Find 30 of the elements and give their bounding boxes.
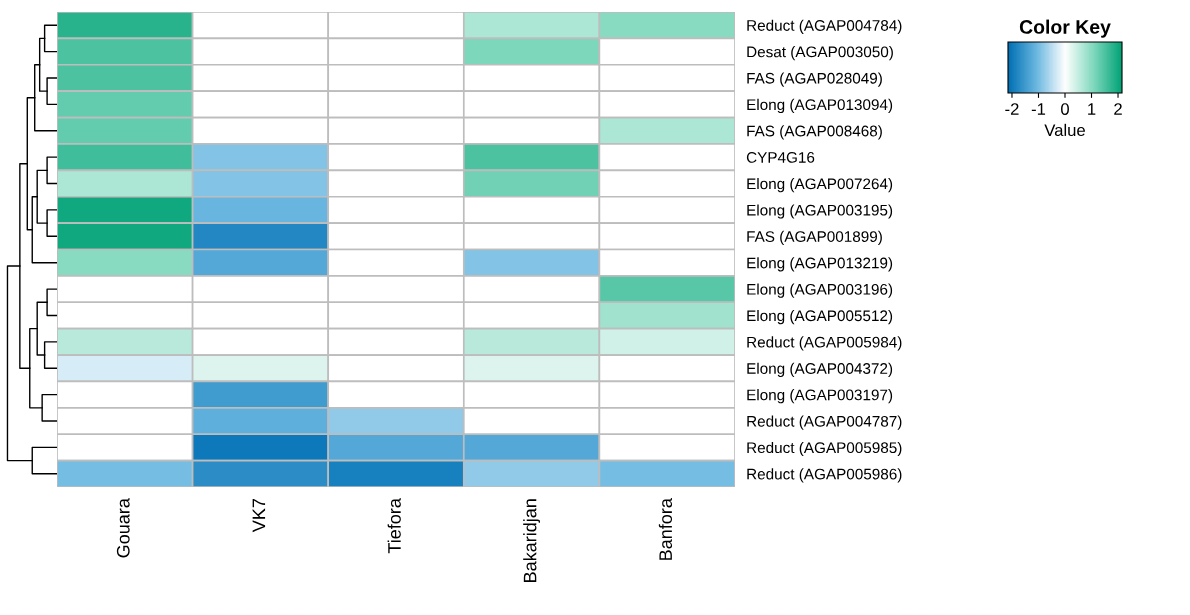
x-tick-label: VK7 <box>252 499 266 533</box>
y-tick-label: FAS (AGAP028049) <box>747 72 882 87</box>
y-tick-label: Elong (AGAP004372) <box>747 362 893 377</box>
y-tick-label: Elong (AGAP007264) <box>747 177 893 193</box>
y-tick-label: Reduct (AGAP004784) <box>747 19 902 34</box>
y-tick-label: Desat (AGAP003050) <box>747 46 893 61</box>
y-tick-label: FAS (AGAP008468) <box>747 125 882 140</box>
color-bar-label: 0 <box>1061 103 1069 115</box>
color-bar-label: 2 <box>1114 103 1122 115</box>
y-tick-label: CYP4G16 <box>746 152 815 163</box>
y-tick-label: Reduct (AGAP004787) <box>747 415 902 430</box>
y-tick-label: Elong (AGAP013219) <box>747 257 893 272</box>
y-tick-label: Reduct (AGAP005986) <box>747 468 902 483</box>
color-bar-label: -1 <box>1031 103 1046 115</box>
x-tick-label: Tiefora <box>387 498 401 554</box>
y-tick-label: Elong (AGAP003195) <box>747 204 893 219</box>
color-bar-label: 1 <box>1088 103 1096 115</box>
y-tick-label: Elong (AGAP013094) <box>747 98 893 114</box>
legend-title: Color Key <box>1019 19 1111 38</box>
x-tick-label: Banfora <box>658 498 673 560</box>
x-tick-label: Bakaridjan <box>523 499 541 582</box>
x-tick-label: Gouara <box>116 498 130 558</box>
y-tick-label: Elong (AGAP003197) <box>747 389 893 404</box>
color-bar-title: Value <box>1044 123 1085 137</box>
y-tick-label: Elong (AGAP005512) <box>747 309 893 325</box>
color-bar-label: -2 <box>1005 103 1019 115</box>
y-tick-label: FAS (AGAP001899) <box>747 230 882 245</box>
y-tick-label: Reduct (AGAP005984) <box>747 336 902 351</box>
y-tick-label: Elong (AGAP003196) <box>747 283 893 298</box>
y-tick-label: Reduct (AGAP005985) <box>747 441 902 457</box>
